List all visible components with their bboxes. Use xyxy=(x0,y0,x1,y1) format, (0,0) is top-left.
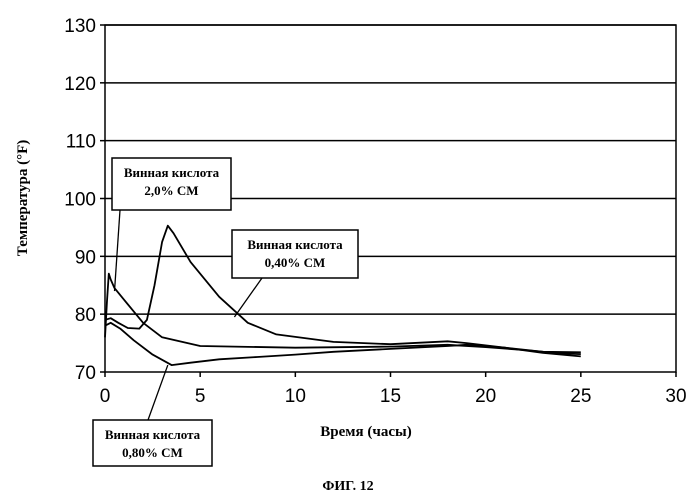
y-tick-label: 100 xyxy=(64,190,96,211)
callout-2: Винная кислота 0,40% СМ xyxy=(232,230,358,317)
y-tick-label: 130 xyxy=(64,16,96,37)
x-tick-label: 15 xyxy=(380,386,401,407)
figure-caption: ФИГ. 12 xyxy=(322,479,373,494)
callout-label: Винная кислота xyxy=(124,165,220,180)
y-tick-label: 70 xyxy=(75,363,96,384)
y-axis-title: Температура (°F) xyxy=(15,140,31,256)
callout-label: 0,80% СМ xyxy=(122,445,183,460)
x-tick-label: 5 xyxy=(195,386,206,407)
x-axis-ticks: 0 5 10 15 20 25 30 xyxy=(100,372,687,407)
callout-3: Винная кислота 0,80% СМ xyxy=(93,365,212,466)
y-tick-label: 120 xyxy=(64,74,96,95)
y-axis-ticks: 70 80 90 100 110 120 130 xyxy=(64,16,105,384)
callout-leader xyxy=(234,278,262,317)
x-tick-label: 10 xyxy=(285,386,306,407)
callout-label: Винная кислота xyxy=(105,427,201,442)
x-axis-title: Время (часы) xyxy=(320,424,411,440)
x-tick-label: 30 xyxy=(665,386,686,407)
x-tick-label: 0 xyxy=(100,386,111,407)
series-line-3 xyxy=(105,323,581,365)
y-tick-label: 90 xyxy=(75,247,96,268)
callout-label: Винная кислота xyxy=(247,237,343,252)
callout-label: 2,0% СМ xyxy=(144,183,198,198)
callout-leader xyxy=(148,365,168,420)
y-tick-label: 110 xyxy=(66,132,96,153)
callout-leader xyxy=(115,210,120,291)
x-tick-label: 25 xyxy=(570,386,591,407)
callout-label: 0,40% СМ xyxy=(265,255,326,270)
y-tick-label: 80 xyxy=(75,305,96,326)
callouts: Винная кислота 2,0% СМ Винная кислота 0,40%… xyxy=(93,158,358,466)
x-tick-label: 20 xyxy=(475,386,496,407)
callout-1: Винная кислота 2,0% СМ xyxy=(112,158,231,291)
